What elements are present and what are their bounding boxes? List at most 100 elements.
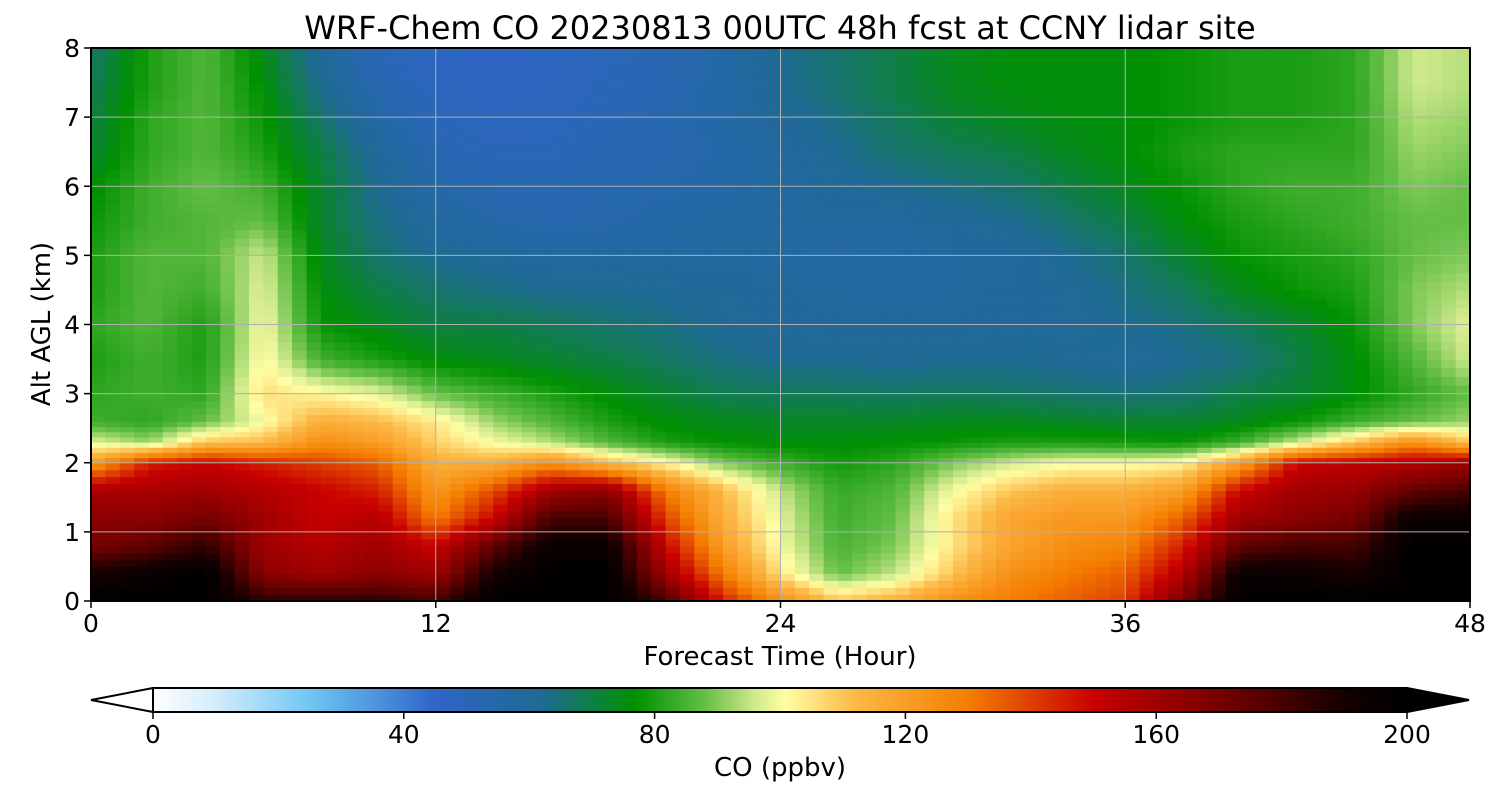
heat-cell	[1168, 573, 1184, 581]
heat-cell	[809, 573, 825, 581]
heat-cell	[1340, 566, 1356, 574]
heat-cell	[378, 447, 394, 453]
heat-cell	[866, 587, 882, 595]
heat-cell	[1311, 229, 1327, 239]
heat-cell	[967, 289, 983, 300]
heat-cell	[924, 229, 940, 239]
heat-cell	[320, 289, 336, 300]
heat-cell	[1197, 324, 1213, 334]
heat-cell	[766, 426, 782, 433]
heat-cell	[450, 457, 466, 464]
heat-cell	[924, 504, 940, 512]
heat-cell	[249, 393, 264, 402]
heat-cell	[335, 580, 351, 588]
heat-cell	[1110, 490, 1126, 498]
heat-cell	[478, 421, 494, 428]
heat-cell	[1398, 566, 1414, 574]
heat-cell	[105, 566, 121, 574]
heat-cell	[507, 407, 523, 415]
heat-cell	[1412, 407, 1428, 415]
heat-cell	[435, 531, 451, 540]
heat-cell	[665, 315, 681, 326]
heat-cell	[651, 587, 667, 595]
heat-cell	[363, 359, 379, 369]
heat-cell	[1039, 400, 1055, 409]
heat-cell	[277, 490, 293, 498]
heat-cell	[1240, 447, 1256, 453]
heat-cell	[852, 580, 868, 588]
heat-cell	[378, 229, 394, 239]
heat-cell	[665, 264, 681, 274]
heat-cell	[823, 594, 839, 601]
heat-cell	[1010, 531, 1026, 540]
heat-cell	[1139, 442, 1155, 448]
heat-cell	[837, 220, 853, 231]
heat-cell	[895, 238, 911, 248]
heat-cell	[794, 315, 810, 326]
heat-cell	[1067, 504, 1083, 512]
heat-cell	[622, 538, 638, 547]
heat-cell	[1398, 594, 1414, 601]
heat-cell	[565, 414, 580, 422]
heat-cell	[493, 359, 509, 369]
heat-cell	[378, 281, 394, 291]
heat-cell	[881, 573, 897, 581]
heat-cell	[220, 442, 236, 448]
heat-cell	[1268, 594, 1284, 601]
heat-cell	[1311, 341, 1327, 352]
heat-cell	[478, 442, 494, 448]
heat-cell	[1139, 552, 1155, 561]
heat-cell	[837, 511, 853, 519]
heat-cell	[981, 350, 997, 360]
heat-cell	[952, 559, 968, 568]
heat-cell	[794, 298, 810, 308]
heat-cell	[1211, 255, 1227, 265]
heat-cell	[780, 407, 796, 415]
heat-cell	[507, 559, 523, 568]
heat-cell	[134, 407, 150, 415]
heat-cell	[909, 367, 925, 377]
heat-cell	[349, 545, 365, 554]
heat-cell	[708, 407, 724, 415]
heat-cell	[866, 350, 882, 360]
heat-cell	[507, 384, 523, 395]
heat-cell	[995, 414, 1011, 422]
heat-cell	[162, 367, 178, 377]
heat-cell	[1197, 384, 1213, 395]
heat-cell	[363, 531, 379, 540]
heat-cell	[723, 447, 738, 453]
heat-cell	[1225, 538, 1241, 547]
heat-cell	[1426, 421, 1442, 428]
heat-cell	[694, 497, 710, 505]
heat-cell	[1010, 341, 1026, 352]
heat-cell	[723, 367, 738, 377]
heat-cell	[177, 350, 193, 360]
heat-cell	[981, 518, 997, 526]
heat-cell	[234, 229, 250, 239]
heat-cell	[148, 426, 164, 433]
heat-cell	[119, 504, 135, 512]
heat-cell	[909, 255, 925, 265]
heat-cell	[909, 324, 925, 334]
heat-cell	[924, 594, 940, 601]
heat-cell	[521, 431, 537, 438]
heat-cell	[967, 431, 983, 438]
heat-cell	[407, 281, 422, 291]
heat-cell	[651, 538, 667, 547]
heat-cell	[766, 384, 782, 395]
heat-cell	[924, 350, 940, 360]
heat-cell	[1297, 367, 1313, 377]
heat-cell	[1153, 289, 1169, 300]
heat-cell	[895, 452, 911, 459]
heat-cell	[1139, 238, 1155, 248]
heat-cell	[565, 333, 580, 343]
heat-cell	[895, 414, 911, 422]
heat-cell	[292, 566, 308, 574]
heat-cell	[1455, 538, 1470, 547]
heat-cell	[536, 376, 552, 386]
heat-cell	[866, 447, 882, 453]
heat-cell	[148, 545, 164, 554]
heat-cell	[205, 246, 221, 256]
heat-cell	[177, 552, 193, 561]
heat-cell	[435, 462, 451, 471]
